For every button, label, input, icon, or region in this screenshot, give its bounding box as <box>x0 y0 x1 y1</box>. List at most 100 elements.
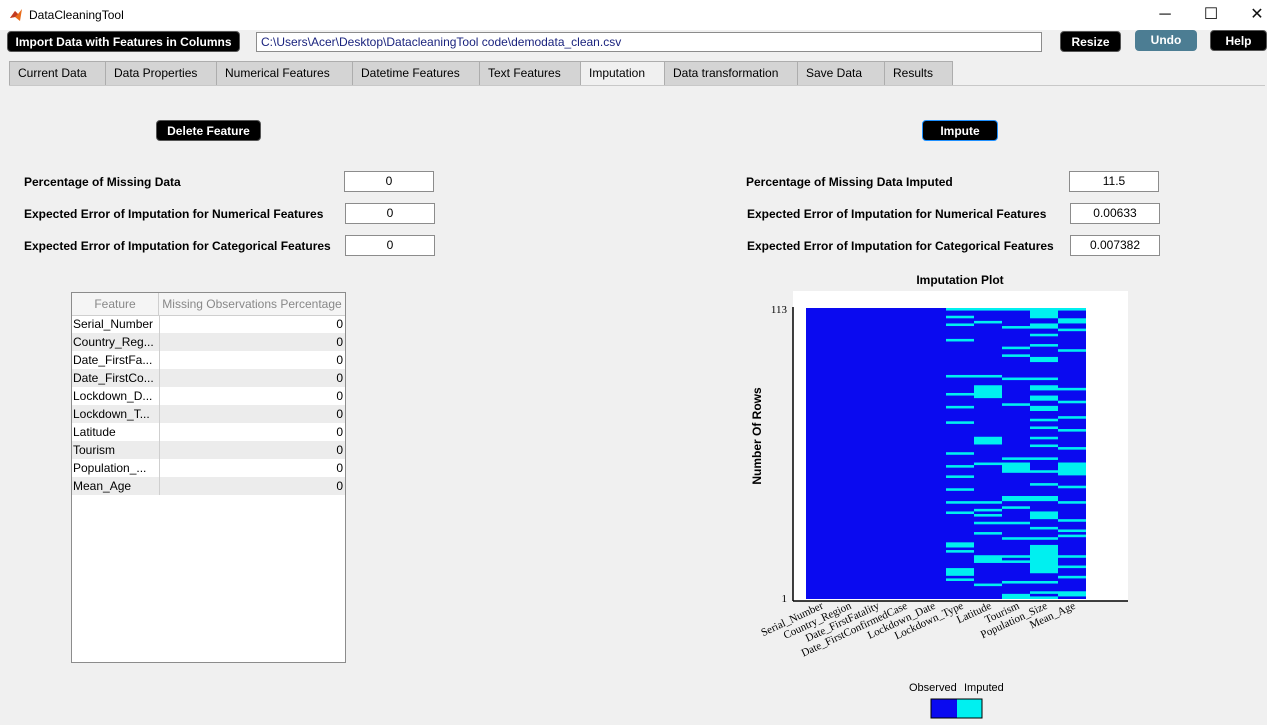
table-header: Feature Missing Observations Percentage <box>72 293 345 316</box>
feature-cell: Lockdown_T... <box>73 407 150 421</box>
tab-text-features[interactable]: Text Features <box>479 61 581 85</box>
numerical-error-field[interactable]: 0 <box>345 203 435 224</box>
imputed-band-Population_Size <box>1030 377 1058 381</box>
imputed-band-Tourism <box>1002 580 1030 584</box>
resize-button[interactable]: Resize <box>1060 31 1121 52</box>
column-header-missing-percentage[interactable]: Missing Observations Percentage <box>162 297 342 311</box>
table-row[interactable]: Mean_Age 0 <box>72 477 345 495</box>
table-row[interactable]: Lockdown_D... 0 <box>72 387 345 405</box>
imputed-band-Population_Size <box>1030 596 1058 599</box>
imputed-band-Tourism <box>1002 495 1030 502</box>
imputed-band-Mean_Age <box>1058 591 1086 597</box>
percentage-cell: 0 <box>159 477 343 495</box>
imputed-band-Latitude <box>974 462 1002 466</box>
table-row[interactable]: Serial_Number 0 <box>72 315 345 333</box>
tab-numerical-features[interactable]: Numerical Features <box>216 61 353 85</box>
imputed-band-Lockdown_Type <box>946 374 974 378</box>
imputed-band-Mean_Age <box>1058 447 1086 450</box>
percentage-cell: 0 <box>159 351 343 369</box>
imputed-band-Population_Size <box>1030 537 1058 540</box>
observed-cell-Latitude <box>974 308 1002 599</box>
impute-button[interactable]: Impute <box>922 120 998 141</box>
imputed-band-Population_Size <box>1030 395 1058 401</box>
help-button[interactable]: Help <box>1210 30 1267 51</box>
feature-cell: Serial_Number <box>73 317 154 331</box>
close-icon: ✕ <box>1250 6 1264 23</box>
close-button[interactable]: ✕ <box>1234 3 1267 27</box>
imputed-band-Latitude <box>974 374 1002 378</box>
table-row[interactable]: Tourism 0 <box>72 441 345 459</box>
categorical-error-field[interactable]: 0 <box>345 235 435 256</box>
imputed-band-Population_Size <box>1030 436 1058 440</box>
observed-cell-Date_FirstConfirmedCase <box>890 308 918 599</box>
table-row[interactable]: Population_... 0 <box>72 459 345 477</box>
imputed-band-Latitude <box>974 514 1002 517</box>
imputed-band-Mean_Age <box>1058 485 1086 489</box>
table-row[interactable]: Lockdown_T... 0 <box>72 405 345 423</box>
table-row[interactable]: Latitude 0 <box>72 423 345 441</box>
table-row[interactable]: Date_FirstCo... 0 <box>72 369 345 387</box>
imputed-band-Mean_Age <box>1058 519 1086 522</box>
file-path-field[interactable]: C:\Users\Acer\Desktop\DatacleaningTool c… <box>256 32 1042 52</box>
imputed-data-label: Percentage of Missing Data Imputed <box>746 175 953 189</box>
tab-data-properties[interactable]: Data Properties <box>105 61 217 85</box>
imputed-band-Lockdown_Type <box>946 421 974 424</box>
imputed-band-Tourism <box>1002 457 1030 460</box>
feature-cell: Mean_Age <box>73 479 132 493</box>
imputed-band-Lockdown_Type <box>946 405 974 409</box>
missing-observations-table: Feature Missing Observations Percentage … <box>71 292 346 663</box>
imputed-band-Tourism <box>1002 403 1030 406</box>
delete-feature-button[interactable]: Delete Feature <box>156 120 261 141</box>
import-data-button[interactable]: Import Data with Features in Columns <box>7 31 240 52</box>
percentage-cell: 0 <box>159 333 343 351</box>
legend-swatch-imputed <box>957 699 982 718</box>
imputed-band-Lockdown_Type <box>946 315 974 319</box>
maximize-icon: ☐ <box>1203 6 1219 23</box>
imputed-categorical-error-field[interactable]: 0.007382 <box>1070 235 1160 256</box>
observed-cell-Serial_Number <box>806 308 834 599</box>
legend-colorbar <box>930 698 983 719</box>
minimize-button[interactable]: ─ <box>1142 3 1188 27</box>
imputed-band-Lockdown_Type <box>946 338 974 342</box>
imputed-band-Lockdown_Type <box>946 542 974 548</box>
tab-current-data[interactable]: Current Data <box>9 61 106 85</box>
imputed-band-Population_Size <box>1030 544 1058 574</box>
feature-cell: Date_FirstFa... <box>73 353 153 367</box>
table-row[interactable]: Date_FirstFa... 0 <box>72 351 345 369</box>
tab-data-transformation[interactable]: Data transformation <box>664 61 798 85</box>
column-header-feature[interactable]: Feature <box>72 293 159 315</box>
imputed-band-Lockdown_Type <box>946 392 974 396</box>
imputed-band-Population_Size <box>1030 591 1058 594</box>
tab-imputation[interactable]: Imputation <box>580 61 665 85</box>
imputed-band-Population_Size <box>1030 483 1058 486</box>
y-tick-label-bottom: 1 <box>782 593 788 605</box>
table-row[interactable]: Country_Reg... 0 <box>72 333 345 351</box>
tab-results[interactable]: Results <box>884 61 953 85</box>
imputed-band-Population_Size <box>1030 385 1058 391</box>
maximize-button[interactable]: ☐ <box>1188 3 1234 27</box>
imputed-categorical-error-label: Expected Error of Imputation for Categor… <box>747 239 1054 253</box>
imputed-numerical-error-field[interactable]: 0.00633 <box>1070 203 1160 224</box>
imputed-band-Mean_Age <box>1058 318 1086 324</box>
imputed-band-Population_Size <box>1030 426 1058 430</box>
imputed-band-Population_Size <box>1030 580 1058 584</box>
imputed-band-Tourism <box>1002 377 1030 381</box>
imputed-band-Tourism <box>1002 326 1030 329</box>
imputed-band-Lockdown_Type <box>946 501 974 504</box>
plot-title: Imputation Plot <box>916 273 1004 287</box>
imputed-data-field[interactable]: 11.5 <box>1069 171 1159 192</box>
imputed-band-Lockdown_Type <box>946 475 974 478</box>
imputed-band-Latitude <box>974 532 1002 535</box>
feature-cell: Country_Reg... <box>73 335 154 349</box>
percentage-cell: 0 <box>159 369 343 387</box>
imputed-band-Population_Size <box>1030 323 1058 329</box>
undo-button[interactable]: Undo <box>1135 30 1197 51</box>
tab-datetime-features[interactable]: Datetime Features <box>352 61 480 85</box>
tab-save-data[interactable]: Save Data <box>797 61 885 85</box>
missing-data-field[interactable]: 0 <box>344 171 434 192</box>
percentage-cell: 0 <box>159 315 343 333</box>
matlab-logo-icon <box>10 9 22 21</box>
imputed-band-Mean_Age <box>1058 534 1086 538</box>
imputed-band-Population_Size <box>1030 526 1058 530</box>
imputed-band-Mean_Age <box>1058 387 1086 391</box>
